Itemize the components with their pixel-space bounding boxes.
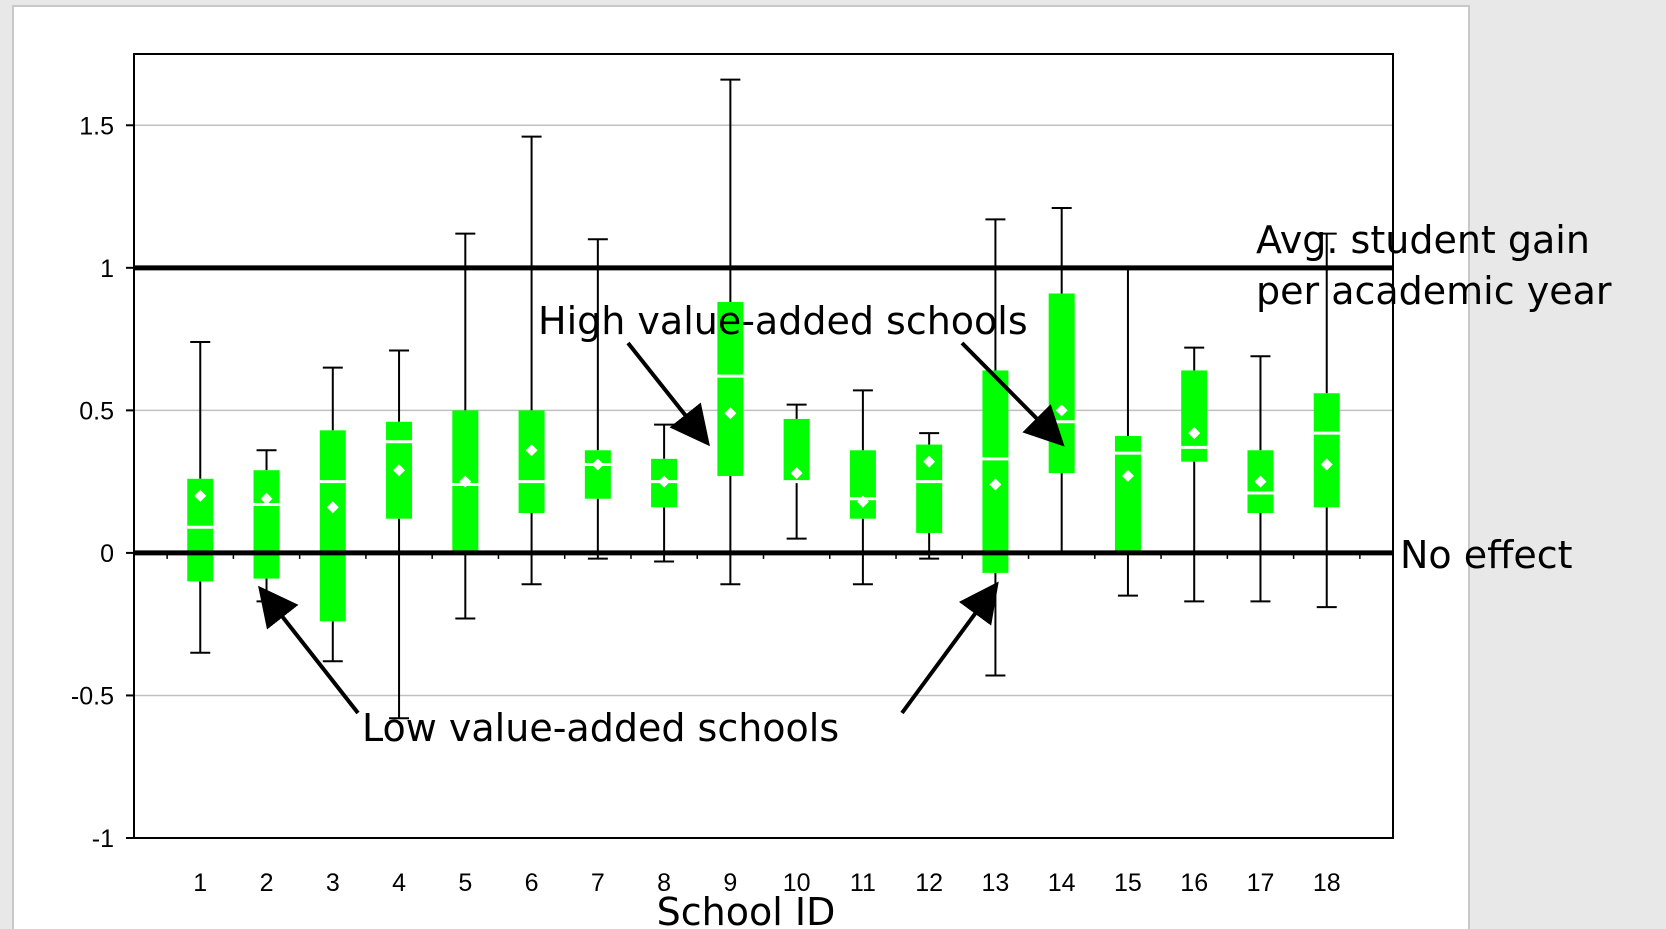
mean-marker [923,455,936,468]
box-iqr [584,450,611,499]
axes: 1.510.50-0.5-11 2 3 4 5 6 7 8 9 10 11 12 13 14 15 16 17 1… [71,112,1361,897]
box-school-14 [1048,206,1075,554]
mean-marker [326,501,339,514]
mean-marker [1121,469,1134,482]
x-tick-label: 6 [525,869,539,897]
box-iqr [319,430,346,622]
mean-marker [658,475,671,488]
box-school-6 [518,135,545,586]
mean-marker [790,467,803,480]
y-tick-label: 1 [100,255,114,283]
box-school-16 [1181,346,1208,603]
arrow-high-to-school-9 [626,341,710,447]
mean-marker [591,458,604,471]
box-iqr [717,302,744,476]
mean-marker [260,492,273,505]
y-tick-label: 1.5 [79,112,114,140]
box-school-3 [319,366,346,663]
x-tick-label: 15 [1114,869,1142,897]
reference-label-avg-gain-line1: Avg. student gain [1256,218,1590,262]
reference-label-avg-gain-line2: per academic year [1256,269,1612,313]
x-tick-label: 16 [1180,869,1208,897]
annotations: High value-added schools Low value-added… [258,218,1612,750]
x-tick-label: 7 [591,869,605,897]
x-tick-label: 2 [260,869,274,897]
arrow-high-to-school-14 [960,341,1065,447]
x-tick-label: 4 [392,869,406,897]
mean-marker [459,475,472,488]
mean-marker [989,478,1002,491]
annotation-high-value-added: High value-added schools [538,299,1028,343]
box-school-15 [1114,266,1141,597]
box-school-11 [849,389,876,586]
box-school-17 [1247,355,1274,603]
x-tick-label: 13 [982,869,1010,897]
reference-label-no-effect: No effect [1400,533,1572,577]
mean-marker [1254,475,1267,488]
x-tick-label: 5 [458,869,472,897]
x-tick-label: 9 [723,869,737,897]
box-school-5 [452,232,479,620]
arrow-low-to-school-2 [258,585,360,715]
box-iqr [1313,393,1340,508]
mean-marker [856,495,869,508]
box-school-12 [916,432,943,560]
box-iqr [1114,436,1141,553]
box-iqr [518,410,545,513]
mean-marker [393,464,406,477]
box-iqr [1048,293,1075,474]
box-school-4 [386,349,413,720]
box-iqr [849,450,876,519]
mean-marker [1320,458,1333,471]
arrow-low-to-school-13 [900,581,999,715]
box-school-13 [982,218,1009,677]
x-axis-title: School ID [657,890,836,929]
box-school-2 [253,449,280,603]
box-iqr [982,370,1009,573]
x-tick-label: 3 [326,869,340,897]
box-school-1 [187,340,214,654]
x-tick-label: 17 [1247,869,1275,897]
x-tick-label: 14 [1048,869,1076,897]
box-school-7 [584,238,611,560]
box-school-8 [651,423,678,563]
box-series [187,78,1340,720]
plot-area [133,53,1394,839]
x-tick-label: 12 [915,869,943,897]
annotation-low-value-added: Low value-added schools [362,706,839,750]
x-tick-label: 18 [1313,869,1341,897]
y-tick-label: -1 [92,825,114,853]
y-tick-label: -0.5 [71,682,114,710]
mean-marker [194,489,207,502]
mean-marker [525,444,538,457]
box-school-10 [783,403,810,540]
y-tick-label: 0 [100,540,114,568]
x-tick-label: 8 [657,869,671,897]
x-tick-label: 1 [193,869,207,897]
mean-marker [724,407,737,420]
box-iqr [253,470,280,579]
box-school-9 [717,78,744,586]
y-tick-label: 0.5 [79,397,114,425]
x-tick-label: 10 [783,869,811,897]
box-school-18 [1313,232,1340,609]
x-tick-label: 11 [850,869,876,897]
mean-marker [1188,427,1201,440]
